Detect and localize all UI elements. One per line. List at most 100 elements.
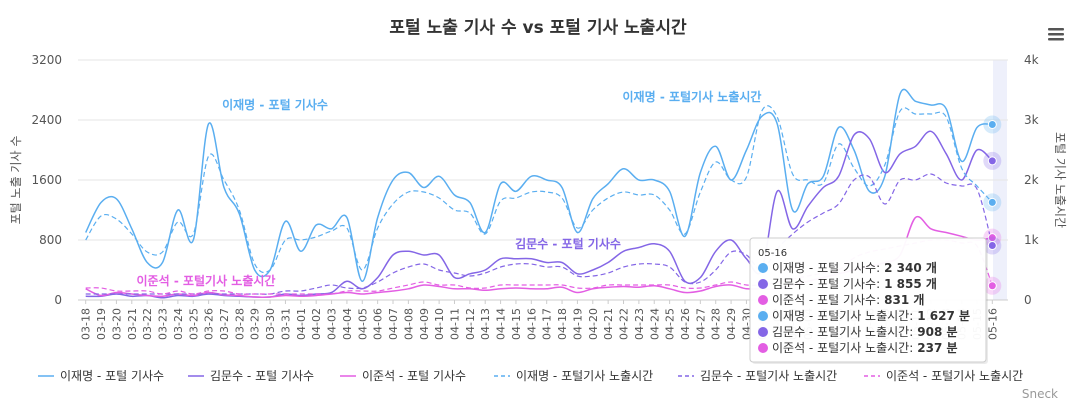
series-lee-jm-exposure-point[interactable] [513,195,519,201]
series-kim-ms-exposure-point[interactable] [513,261,519,267]
series-lee-js-exposure-point[interactable] [160,291,166,297]
series-lee-jm-exposure-point[interactable] [451,207,457,213]
series-kim-ms-exposure-point[interactable] [636,261,642,267]
series-lee-jm-articles-point[interactable] [651,177,657,183]
series-lee-js-exposure-point[interactable] [359,288,365,294]
series-lee-jm-exposure-point[interactable] [743,174,749,180]
series-lee-jm-exposure-point[interactable] [282,237,288,243]
series-kim-ms-exposure-point[interactable] [605,270,611,276]
series-lee-jm-exposure-point[interactable] [559,195,565,201]
series-lee-js-exposure-point[interactable] [513,282,519,288]
series-kim-ms-exposure-point[interactable] [728,249,734,255]
legend-item[interactable]: 이준석 - 포털 기사수 [340,369,466,383]
series-kim-ms-exposure-point[interactable] [851,177,857,183]
credit-text[interactable]: Sneck [1022,387,1058,401]
series-kim-ms-exposure-point[interactable] [574,273,580,279]
series-kim-ms-articles-point[interactable] [774,188,780,194]
series-lee-jm-exposure-point[interactable] [713,159,719,165]
series-lee-jm-articles-point[interactable] [790,207,796,213]
series-lee-js-exposure-point[interactable] [236,291,242,297]
series-kim-ms-exposure-point[interactable] [590,273,596,279]
series-kim-ms-articles-point[interactable] [790,226,796,232]
series-kim-ms-exposure-point[interactable] [98,291,104,297]
series-kim-ms-exposure-point[interactable] [313,285,319,291]
series-lee-js-exposure-point[interactable] [713,282,719,288]
series-lee-jm-exposure-point[interactable] [375,225,381,231]
series-lee-js-exposure-point[interactable] [559,282,565,288]
series-lee-jm-exposure-point[interactable] [436,195,442,201]
series-lee-js-exposure-point[interactable] [682,285,688,291]
series-lee-jm-articles-point[interactable] [221,185,227,191]
series-lee-jm-exposure-point[interactable] [344,225,350,231]
series-lee-jm-exposure-point[interactable] [805,177,811,183]
series-kim-ms-exposure-point[interactable] [498,264,504,270]
series-lee-jm-exposure-point[interactable] [897,108,903,114]
series-lee-jm-articles-point[interactable] [713,143,719,149]
series-lee-jm-exposure-point[interactable] [912,111,918,117]
series-lee-jm-articles-point[interactable] [866,188,872,194]
series-lee-jm-exposure-point[interactable] [160,249,166,255]
series-lee-jm-exposure-point[interactable] [528,189,534,195]
series-lee-jm-articles-point[interactable] [375,215,381,221]
series-lee-jm-articles-point[interactable] [697,170,703,176]
series-kim-ms-exposure-point[interactable] [882,201,888,207]
series-lee-jm-articles-point[interactable] [559,185,565,191]
series-lee-jm-exposure-point[interactable] [851,165,857,171]
series-lee-jm-articles-point[interactable] [405,170,411,176]
series-kim-ms-articles-point[interactable] [713,248,719,254]
series-kim-ms-articles-point[interactable] [513,256,519,262]
series-kim-ms-exposure-point[interactable] [805,219,811,225]
series-kim-ms-articles-point[interactable] [912,143,918,149]
series-lee-jm-exposure-point[interactable] [113,216,119,222]
series-lee-jm-exposure-point[interactable] [98,213,104,219]
series-kim-ms-articles-point[interactable] [636,245,642,251]
series-lee-js-exposure-point[interactable] [467,285,473,291]
series-lee-js-exposure-point[interactable] [421,279,427,285]
series-lee-jm-articles-point[interactable] [436,173,442,179]
series-kim-ms-articles-point[interactable] [943,151,949,157]
series-kim-ms-exposure-point[interactable] [667,264,673,270]
series-lee-js-exposure-point[interactable] [743,282,749,288]
series-kim-ms-exposure-point[interactable] [544,264,550,270]
series-lee-jm-exposure-point[interactable] [959,165,965,171]
series-lee-jm-articles-point[interactable] [621,166,627,172]
series-lee-jm-articles-point[interactable] [836,125,842,131]
series-lee-jm-articles-point[interactable] [974,125,980,131]
series-kim-ms-articles-point[interactable] [390,252,396,258]
series-kim-ms-exposure-point[interactable] [897,177,903,183]
series-lee-jm-exposure-point[interactable] [621,189,627,195]
series-lee-jm-articles-point[interactable] [467,200,473,206]
series-kim-ms-exposure-point[interactable] [421,261,427,267]
series-lee-jm-exposure-point[interactable] [313,234,319,240]
series-lee-js-exposure-point[interactable] [451,282,457,288]
series-lee-js-exposure-point[interactable] [298,291,304,297]
series-lee-jm-articles-point[interactable] [113,196,119,202]
series-lee-jm-articles-point[interactable] [636,177,642,183]
series-kim-ms-articles-point[interactable] [528,256,534,262]
series-lee-jm-articles-line[interactable] [85,88,993,283]
series-kim-ms-articles-point[interactable] [851,132,857,138]
series-lee-jm-exposure-point[interactable] [467,210,473,216]
series-kim-ms-exposure-point[interactable] [928,171,934,177]
series-kim-ms-exposure-point[interactable] [559,264,565,270]
series-lee-jm-articles-point[interactable] [83,230,89,236]
series-lee-js-exposure-point[interactable] [651,282,657,288]
series-lee-js-exposure-point[interactable] [375,288,381,294]
series-lee-js-articles-point[interactable] [912,215,918,221]
series-lee-js-exposure-point[interactable] [621,282,627,288]
series-lee-jm-articles-point[interactable] [451,192,457,198]
series-lee-jm-articles-point[interactable] [98,200,104,206]
series-kim-ms-articles-point[interactable] [651,241,657,247]
series-lee-jm-articles-point[interactable] [513,188,519,194]
series-lee-jm-exposure-point[interactable] [206,153,212,159]
series-lee-jm-articles-point[interactable] [897,91,903,97]
series-lee-js-exposure-point[interactable] [83,285,89,291]
series-lee-js-exposure-point[interactable] [482,285,488,291]
series-lee-jm-exposure-point[interactable] [574,225,580,231]
series-kim-ms-exposure-point[interactable] [482,270,488,276]
series-lee-jm-exposure-point[interactable] [421,189,427,195]
series-lee-jm-articles-point[interactable] [144,260,150,266]
series-kim-ms-exposure-point[interactable] [436,267,442,273]
series-lee-js-exposure-point[interactable] [252,291,258,297]
series-lee-jm-exposure-point[interactable] [129,231,135,237]
